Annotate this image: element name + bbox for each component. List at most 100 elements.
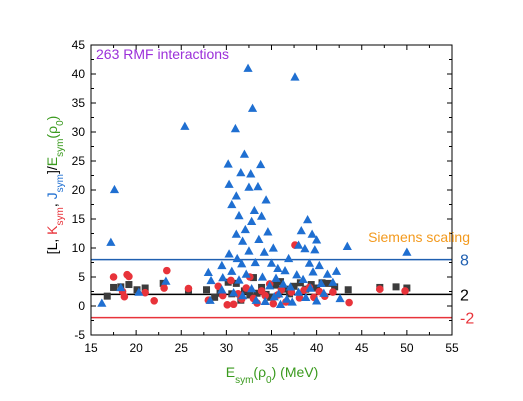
series-circle: [109, 241, 409, 309]
data-point: [246, 291, 254, 299]
data-point: [180, 121, 190, 130]
data-point: [266, 258, 277, 267]
data-point: [312, 296, 322, 305]
data-point: [223, 159, 233, 168]
data-point: [97, 298, 107, 307]
x-tick-label: 55: [445, 341, 459, 355]
y-tick-label: 45: [72, 38, 86, 52]
data-point: [308, 267, 318, 276]
data-point: [234, 210, 244, 220]
data-point: [224, 249, 234, 258]
data-point: [293, 240, 304, 249]
data-point: [260, 296, 270, 306]
data-point: [217, 285, 227, 294]
hline-label-2: -2: [460, 311, 474, 328]
y-tick-label: 5: [78, 270, 85, 284]
data-point: [224, 179, 234, 188]
data-point: [109, 273, 118, 281]
data-point: [141, 284, 149, 292]
data-point: [250, 257, 260, 267]
data-point: [298, 274, 308, 283]
data-point: [316, 278, 326, 288]
data-point: [206, 275, 216, 285]
data-point: [238, 236, 248, 245]
x-tick-label: 50: [400, 341, 414, 355]
hline-label-0: 8: [460, 253, 469, 270]
data-point: [134, 287, 144, 296]
data-point: [273, 263, 283, 272]
data-point: [141, 288, 149, 297]
data-point: [253, 289, 261, 297]
series-triangle: [97, 63, 412, 308]
data-point: [282, 294, 292, 303]
data-point: [253, 181, 263, 191]
data-point: [259, 247, 269, 256]
data-point: [313, 284, 321, 292]
data-point: [223, 301, 232, 309]
data-point: [271, 273, 281, 282]
data-point: [312, 235, 322, 244]
data-point: [256, 211, 267, 220]
data-point: [274, 289, 284, 298]
data-point: [238, 290, 248, 300]
data-point: [290, 282, 298, 290]
data-point: [305, 283, 315, 292]
y-tick-label: 15: [72, 212, 86, 226]
data-point: [247, 216, 257, 225]
y-tick-label: 30: [72, 125, 86, 139]
data-point: [292, 270, 302, 279]
data-point: [329, 288, 337, 296]
data-point: [307, 229, 317, 238]
data-point: [232, 253, 242, 263]
x-tick-label: 20: [129, 341, 143, 355]
data-point: [401, 287, 409, 295]
data-point: [296, 226, 306, 235]
hline-label-1: 2: [460, 287, 469, 304]
data-point: [110, 283, 118, 291]
data-point: [293, 287, 304, 296]
data-point: [392, 283, 400, 291]
x-tick-label: 40: [310, 341, 324, 355]
y-tick-label: 20: [72, 183, 86, 197]
data-point: [160, 284, 168, 292]
data-point: [287, 297, 297, 306]
data-point: [328, 277, 338, 286]
data-point: [218, 291, 227, 300]
data-point: [203, 286, 211, 294]
data-point: [163, 266, 171, 275]
y-tick-label: 35: [72, 96, 86, 110]
data-point: [331, 283, 339, 291]
data-point: [239, 149, 250, 158]
data-point: [109, 184, 120, 194]
data-point: [304, 258, 315, 267]
x-tick-label: 45: [355, 341, 369, 355]
data-point: [269, 292, 279, 301]
data-point: [246, 169, 256, 178]
data-point: [345, 298, 353, 307]
data-point: [324, 279, 332, 287]
data-point: [231, 229, 241, 238]
data-point: [205, 295, 215, 304]
data-point: [244, 246, 254, 255]
data-point: [214, 282, 223, 291]
data-point: [280, 266, 290, 275]
data-point: [133, 286, 141, 294]
data-point: [256, 159, 266, 169]
data-point: [247, 103, 258, 112]
x-tick-label: 25: [175, 341, 189, 355]
data-point: [229, 300, 238, 309]
x-tick-label: 30: [220, 341, 234, 355]
data-point: [322, 269, 333, 278]
data-point: [217, 260, 227, 270]
data-point: [310, 245, 320, 254]
data-point: [285, 282, 296, 291]
x-tick-label: 35: [265, 341, 279, 355]
data-point: [251, 295, 261, 304]
data-point: [203, 267, 213, 277]
data-point: [267, 293, 275, 301]
data-point: [295, 294, 304, 302]
data-point: [240, 224, 250, 234]
data-point: [247, 284, 257, 293]
data-point: [257, 272, 268, 281]
